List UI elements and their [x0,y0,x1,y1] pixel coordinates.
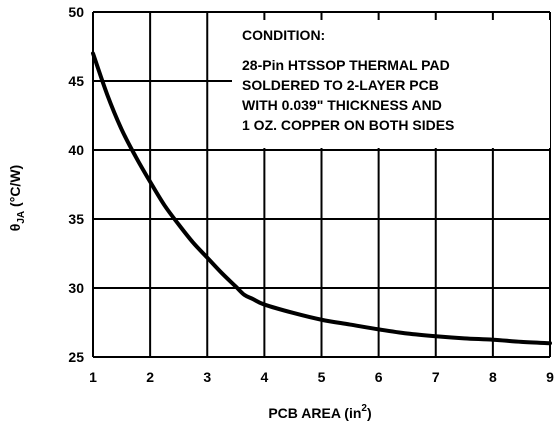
x-tick-label: 2 [146,369,154,385]
y-tick-label: 25 [68,349,84,365]
condition-line-1: 28-Pin HTSSOP THERMAL PAD [242,57,450,73]
x-tick-label: 5 [318,369,326,385]
series-line-0 [91,51,552,346]
x-tick-label: 6 [375,369,383,385]
x-tick-label: 1 [89,369,97,385]
x-axis-label-main: PCB AREA (in [268,405,361,421]
x-tick-label: 3 [203,369,211,385]
x-tick-label: 4 [260,369,268,385]
y-tick-label: 45 [68,73,84,89]
y-tick-label: 40 [68,142,84,158]
x-axis-title: PCB AREA (in2) [268,403,371,421]
condition-line-3: WITH 0.039" THICKNESS AND [242,97,442,113]
x-tick-label: 9 [546,369,554,385]
condition-annotation-box [232,20,550,148]
condition-line-2: SOLDERED TO 2-LAYER PCB [242,77,439,93]
x-axis-superscript: 2 [361,403,367,414]
series-group [91,51,552,346]
y-tick-label: 50 [68,4,84,20]
y-axis-subscript: JA [16,211,27,224]
x-tick-label: 8 [489,369,497,385]
y-axis-title: θJA (°C/W) [7,165,27,231]
x-axis-label-tail: ) [367,405,372,421]
x-tick-labels: 1 2 3 4 5 6 7 8 9 [89,369,554,385]
y-tick-label: 30 [68,280,84,296]
y-tick-labels: 25 30 35 40 45 50 [68,4,84,365]
x-tick-label: 7 [432,369,440,385]
condition-line-4: 1 OZ. COPPER ON BOTH SIDES [242,117,454,133]
y-axis-theta: θ [7,224,23,232]
condition-heading: CONDITION: [242,27,325,43]
y-axis-unit: (°C/W) [7,165,23,211]
y-tick-label: 35 [68,211,84,227]
